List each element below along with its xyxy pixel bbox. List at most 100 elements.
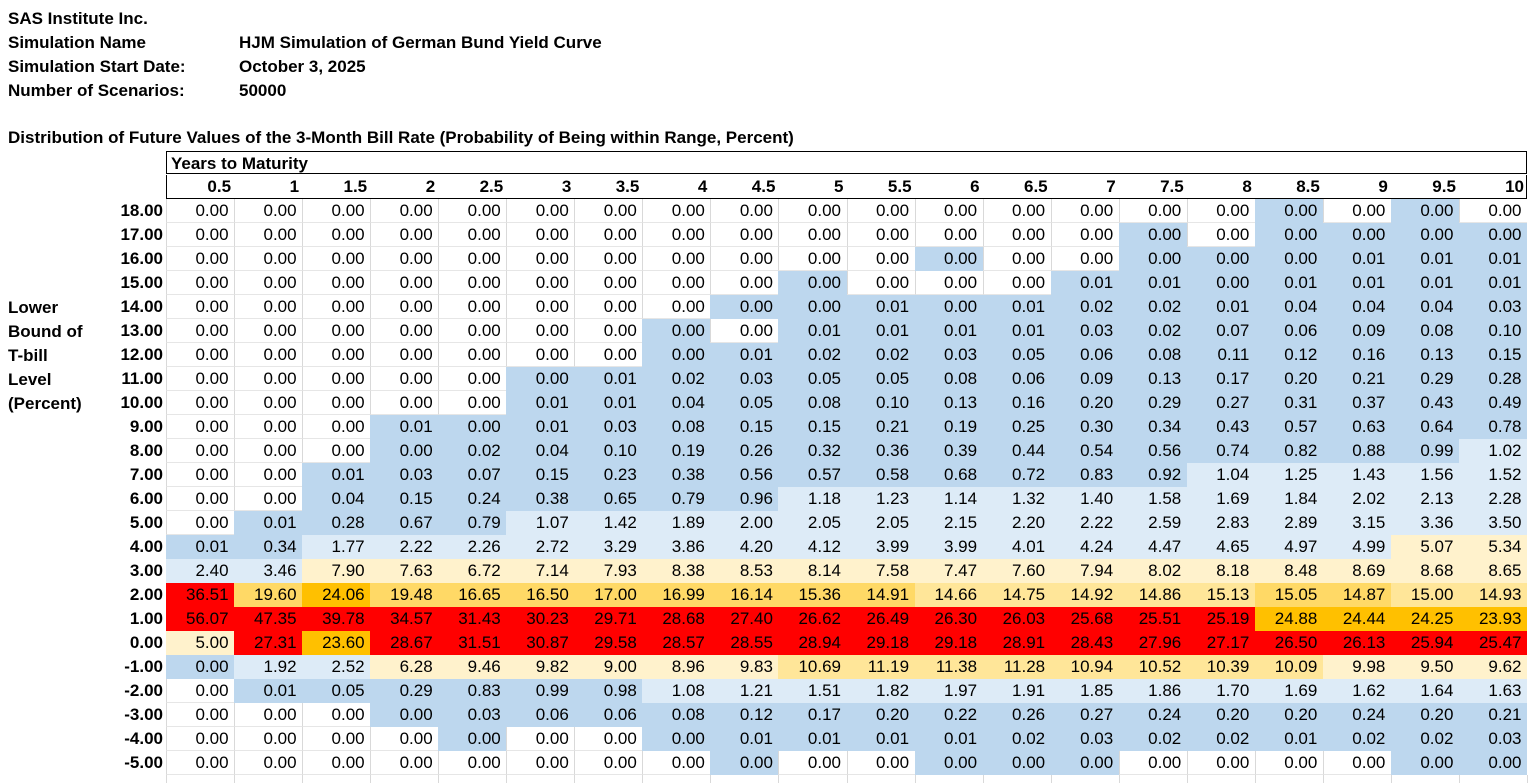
table-cell: 1.23 bbox=[846, 487, 916, 511]
column-header: 6.5 bbox=[1024, 177, 1048, 196]
table-cell: 0.13 bbox=[1118, 367, 1188, 391]
row-label: 2.00 bbox=[129, 585, 163, 604]
table-cell: 0.63 bbox=[1322, 415, 1392, 439]
table-cell: 10.39 bbox=[1186, 655, 1256, 679]
table-cell: 0.00 bbox=[234, 343, 303, 367]
table-cell: 0.01 bbox=[846, 319, 916, 343]
table-cell: 0.92 bbox=[1118, 463, 1188, 487]
table-cell: 8.53 bbox=[710, 559, 779, 583]
table-cell: 0.00 bbox=[642, 199, 711, 223]
table-cell: 0.00 bbox=[234, 751, 303, 775]
table-cell: 0.00 bbox=[234, 439, 303, 463]
table-cell: 7.90 bbox=[302, 559, 371, 583]
table-cell: 8.38 bbox=[642, 559, 711, 583]
table-cell: 0.01 bbox=[1050, 271, 1120, 295]
table-cell: 30.23 bbox=[506, 607, 575, 631]
table-cell: 0.00 bbox=[506, 727, 575, 751]
table-cell: 2.40 bbox=[166, 559, 235, 583]
table-cell: 19.60 bbox=[234, 583, 303, 607]
table-cell: 0.00 bbox=[302, 751, 371, 775]
table-cell: 0.00 bbox=[914, 199, 984, 223]
table-cell: 0.00 bbox=[1118, 223, 1188, 247]
table-cell: 0.00 bbox=[234, 247, 303, 271]
table-cell: 0.98 bbox=[574, 679, 643, 703]
table-cell: 1.07 bbox=[506, 511, 575, 535]
table-cell: 0.00 bbox=[166, 439, 235, 463]
row-label: 17.00 bbox=[120, 225, 163, 244]
table-cell: 0.00 bbox=[438, 247, 507, 271]
table-cell: 0.00 bbox=[710, 247, 779, 271]
table-cell: 0.01 bbox=[778, 319, 847, 343]
table-cell: 0.05 bbox=[982, 343, 1052, 367]
table-cell: 0.22 bbox=[914, 703, 984, 727]
table-title: Distribution of Future Values of the 3-M… bbox=[8, 128, 794, 147]
table-cell: 23.60 bbox=[302, 631, 371, 655]
table-cell: 7.93 bbox=[574, 559, 643, 583]
table-cell: 0.01 bbox=[506, 391, 575, 415]
table-cell: 0.00 bbox=[1254, 751, 1324, 775]
table-cell: 0.08 bbox=[642, 415, 711, 439]
table-cell: 0.00 bbox=[234, 487, 303, 511]
row-axis-label-line: Level bbox=[8, 370, 52, 389]
table-cell: 0.26 bbox=[982, 703, 1052, 727]
table-cell: 0.43 bbox=[1390, 391, 1460, 415]
table-cell: 2.83 bbox=[1186, 511, 1256, 535]
gridline bbox=[1186, 775, 1188, 783]
simulation-name-label: Simulation Name bbox=[8, 33, 146, 52]
table-cell: 0.02 bbox=[1118, 727, 1188, 751]
gridline bbox=[1527, 775, 1528, 783]
table-cell: 0.00 bbox=[302, 295, 371, 319]
table-cell: 0.01 bbox=[1254, 727, 1324, 751]
table-cell: 4.24 bbox=[1050, 535, 1120, 559]
table-cell: 0.00 bbox=[166, 655, 235, 679]
table-cell: 2.28 bbox=[1458, 487, 1528, 511]
column-header: 1.5 bbox=[343, 177, 368, 196]
gridline bbox=[506, 775, 508, 783]
table-cell: 4.12 bbox=[778, 535, 847, 559]
table-cell: 0.00 bbox=[370, 223, 439, 247]
table-cell: 0.07 bbox=[1186, 319, 1256, 343]
table-cell: 0.02 bbox=[1322, 727, 1392, 751]
table-cell: 0.38 bbox=[506, 487, 575, 511]
table-cell: 0.24 bbox=[438, 487, 507, 511]
table-cell: 0.05 bbox=[778, 367, 847, 391]
table-cell: 0.28 bbox=[1458, 367, 1528, 391]
table-cell: 28.91 bbox=[982, 631, 1052, 655]
table-cell: 11.38 bbox=[914, 655, 984, 679]
table-cell: 0.72 bbox=[982, 463, 1052, 487]
table-cell: 1.62 bbox=[1322, 679, 1392, 703]
row-label: 12.00 bbox=[120, 345, 163, 364]
row-label: 8.00 bbox=[129, 441, 163, 460]
table-cell: 0.00 bbox=[1390, 199, 1460, 223]
table-cell: 0.06 bbox=[574, 703, 643, 727]
table-cell: 0.00 bbox=[370, 295, 439, 319]
table-cell: 10.69 bbox=[778, 655, 847, 679]
table-cell: 0.08 bbox=[778, 391, 847, 415]
row-label: 15.00 bbox=[120, 273, 163, 292]
table-cell: 0.03 bbox=[1458, 727, 1528, 751]
table-cell: 0.04 bbox=[642, 391, 711, 415]
table-cell: 0.96 bbox=[710, 487, 779, 511]
table-cell: 28.94 bbox=[778, 631, 847, 655]
table-cell: 0.01 bbox=[1322, 247, 1392, 271]
table-cell: 0.00 bbox=[438, 415, 507, 439]
table-cell: 25.47 bbox=[1458, 631, 1528, 655]
table-cell: 16.50 bbox=[506, 583, 575, 607]
row-label: -1.00 bbox=[124, 657, 163, 676]
row-label: -3.00 bbox=[124, 705, 163, 724]
table-cell: 28.57 bbox=[642, 631, 711, 655]
start-date-row: Simulation Start Date: October 3, 2025 bbox=[8, 55, 366, 79]
table-cell: 0.00 bbox=[166, 199, 235, 223]
table-cell: 0.00 bbox=[914, 751, 984, 775]
table-cell: 0.68 bbox=[914, 463, 984, 487]
scenarios-label: Number of Scenarios: bbox=[8, 81, 185, 100]
table-cell: 0.16 bbox=[1322, 343, 1392, 367]
table-cell: 0.01 bbox=[1458, 247, 1528, 271]
table-cell: 0.09 bbox=[1050, 367, 1120, 391]
table-cell: 7.58 bbox=[846, 559, 916, 583]
column-header: 7.5 bbox=[1160, 177, 1184, 196]
column-header: 4 bbox=[697, 177, 708, 196]
table-cell: 0.01 bbox=[710, 343, 779, 367]
table-cell: 0.00 bbox=[166, 415, 235, 439]
table-cell: 0.00 bbox=[846, 247, 916, 271]
